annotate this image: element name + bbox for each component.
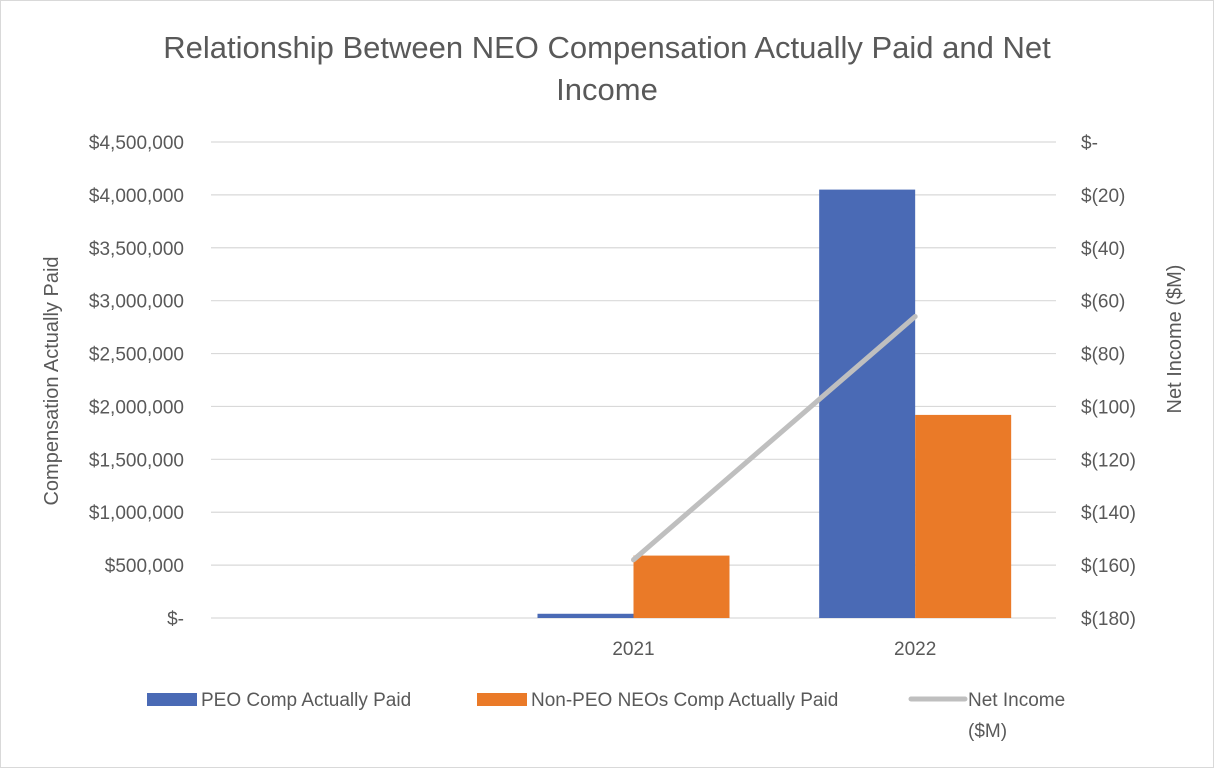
right-tick-label: $(80): [1081, 345, 1125, 366]
chart-title-line-1: Relationship Between NEO Compensation Ac…: [163, 30, 1051, 65]
right-tick-label: $(60): [1081, 292, 1125, 313]
x-tick-label-2021: 2021: [612, 639, 654, 660]
x-tick-label-2022: 2022: [894, 639, 936, 660]
bar-non-peo-neos-comp-actually-paid-2021: [633, 555, 730, 618]
right-tick-label: $(160): [1081, 556, 1136, 577]
chart-title-line-2: Income: [556, 72, 658, 107]
left-tick-label: $2,500,000: [89, 345, 184, 366]
legend-label-1: PEO Comp Actually Paid: [201, 690, 411, 711]
right-tick-label: $(20): [1081, 186, 1125, 207]
legend-label-3: ($M): [968, 721, 1007, 742]
right-tick-label: $(180): [1081, 609, 1136, 630]
right-tick-label: $(100): [1081, 397, 1136, 418]
bar-peo-comp-actually-paid-2022: [819, 189, 916, 618]
line-series-net-income: [631, 314, 918, 563]
right-axis-title: Net Income ($M): [1164, 265, 1186, 414]
left-tick-label: $500,000: [105, 556, 184, 577]
bar-non-peo-neos-comp-actually-paid-2022: [915, 414, 1012, 618]
left-tick-label: $3,500,000: [89, 239, 184, 260]
right-tick-label: $(40): [1081, 239, 1125, 260]
left-tick-label: $1,000,000: [89, 503, 184, 524]
legend-label-3: Net Income: [968, 690, 1065, 711]
bar-peo-comp-actually-paid-2021: [537, 613, 634, 618]
legend-label-2: Non-PEO NEOs Comp Actually Paid: [531, 690, 838, 711]
left-tick-label: $2,000,000: [89, 397, 184, 418]
right-tick-label: $-: [1081, 133, 1098, 154]
left-tick-label: $4,000,000: [89, 186, 184, 207]
left-tick-label: $-: [167, 609, 184, 630]
legend-swatch-2: [477, 693, 527, 706]
left-tick-label: $1,500,000: [89, 450, 184, 471]
left-tick-label: $4,500,000: [89, 133, 184, 154]
left-axis-title: Compensation Actually Paid: [41, 256, 63, 505]
right-tick-label: $(120): [1081, 450, 1136, 471]
right-tick-label: $(140): [1081, 503, 1136, 524]
left-tick-label: $3,000,000: [89, 292, 184, 313]
legend-swatch-1: [147, 693, 197, 706]
